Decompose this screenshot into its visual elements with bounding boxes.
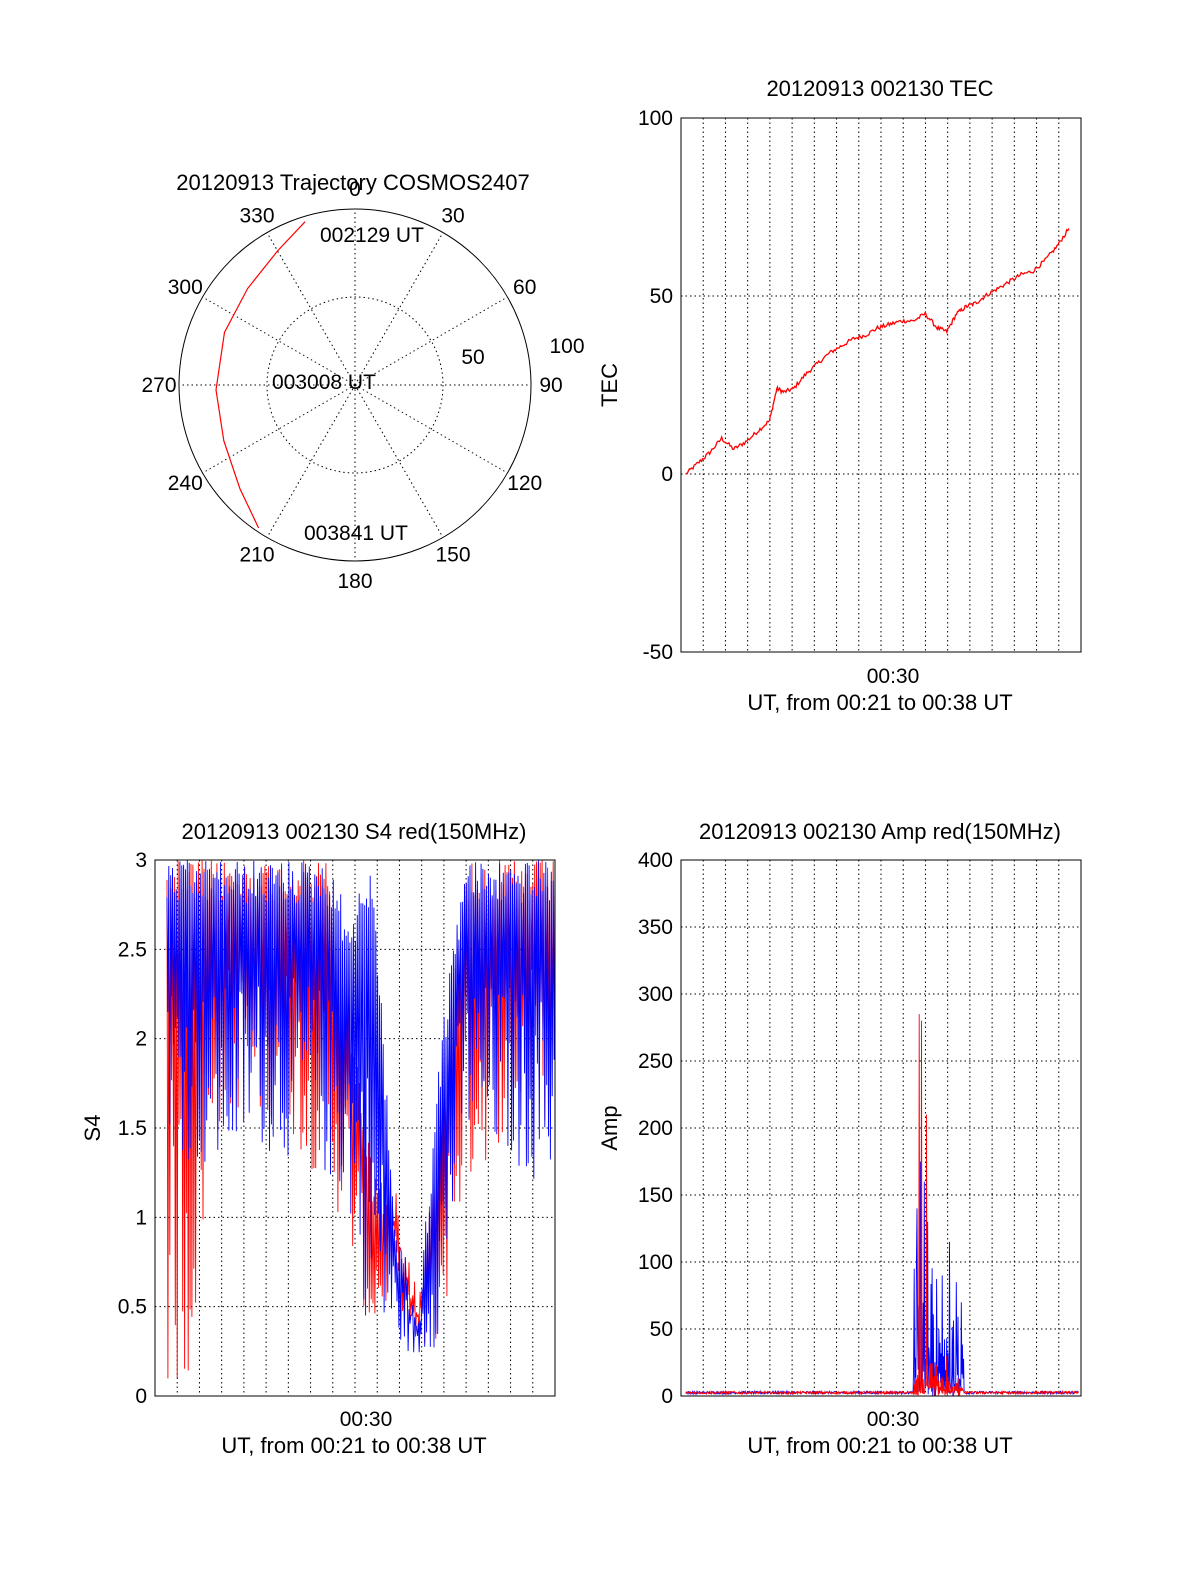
- tec-series-line: [685, 228, 1070, 475]
- polar-angle-label: 270: [141, 374, 176, 397]
- annotation-start-time: 002129 UT: [320, 224, 424, 247]
- annotation-end-time: 003841 UT: [304, 522, 408, 545]
- y-tick-label: 0: [135, 1385, 147, 1408]
- s4-y-axis-label: S4: [80, 1115, 105, 1142]
- s4-frame: [154, 859, 556, 1397]
- polar-angle-label: 30: [441, 204, 464, 227]
- amp-series-red: [685, 1014, 1079, 1396]
- polar-spoke: [354, 296, 508, 386]
- tec-title: 20120913 002130 TEC: [766, 76, 993, 101]
- y-tick-label: 0: [661, 1385, 673, 1408]
- polar-angle-label: 180: [337, 570, 372, 593]
- polar-angle-label: 150: [435, 544, 470, 567]
- y-tick-label: 50: [650, 1318, 673, 1341]
- polar-angle-label: 60: [513, 276, 536, 299]
- s4-y-tick-labels: 3 2.5 2 1.5 1 0.5 0: [118, 849, 147, 1408]
- y-tick-label: 400: [638, 849, 673, 872]
- polar-angle-label: 0: [349, 178, 361, 201]
- polar-angle-label: 240: [168, 472, 203, 495]
- s4-plot: 20120913 002130 S4 red(150MHz) 3 2.5 2 1.5 1…: [80, 819, 556, 1458]
- amp-y-axis-label: Amp: [597, 1105, 622, 1150]
- polar-angle-labels: 0 30 60 90 120 150 180 210 240 270 300 330: [141, 178, 562, 593]
- amp-x-axis-label: UT, from 00:21 to 00:38 UT: [747, 1433, 1012, 1458]
- amp-plot: 20120913 002130 Amp red(150MHz) 400 350 30…: [597, 819, 1082, 1458]
- polar-spoke: [266, 384, 356, 538]
- tec-plot: 20120913 002130 TEC 100 50 0 -50 00:30 UT, …: [597, 76, 1082, 715]
- s4-x-tick-label: 00:30: [340, 1408, 393, 1431]
- y-tick-label: 1: [135, 1206, 147, 1229]
- y-tick-label: 0: [661, 463, 673, 486]
- y-tick-label: -50: [643, 641, 673, 664]
- radial-label-50: 50: [461, 346, 484, 369]
- polar-angle-label: 120: [507, 472, 542, 495]
- s4-series-lines: [166, 859, 556, 1379]
- y-tick-label: 150: [638, 1184, 673, 1207]
- tec-grid: [681, 118, 1081, 652]
- polar-angle-label: 90: [539, 374, 562, 397]
- amp-series-lines: [685, 1014, 1079, 1396]
- s4-series-blue: [166, 859, 556, 1353]
- tec-frame: [680, 117, 1082, 653]
- y-tick-label: 3: [135, 849, 147, 872]
- y-tick-label: 100: [638, 107, 673, 130]
- y-tick-label: 1.5: [118, 1117, 147, 1140]
- amp-grid: [681, 860, 1081, 1396]
- tec-x-axis-label: UT, from 00:21 to 00:38 UT: [747, 690, 1012, 715]
- polar-angle-label: 210: [239, 544, 274, 567]
- trajectory-polar-plot: 20120913 Trajectory COSMOS2407 0 30 60 90 12…: [141, 170, 584, 593]
- amp-title: 20120913 002130 Amp red(150MHz): [699, 819, 1061, 844]
- tec-y-axis-label: TEC: [597, 363, 622, 407]
- annotation-mid-time: 003008 UT: [272, 371, 376, 394]
- trajectory-track: [215, 221, 306, 529]
- polar-angle-label: 330: [239, 204, 274, 227]
- y-tick-label: 200: [638, 1117, 673, 1140]
- y-tick-label: 250: [638, 1050, 673, 1073]
- polar-spoke: [354, 384, 444, 538]
- y-tick-label: 350: [638, 916, 673, 939]
- s4-x-axis-label: UT, from 00:21 to 00:38 UT: [221, 1433, 486, 1458]
- tec-x-tick-label: 00:30: [867, 665, 920, 688]
- polar-angle-label: 300: [168, 276, 203, 299]
- amp-frame: [680, 859, 1082, 1397]
- amp-series-blue: [685, 1161, 1079, 1396]
- trajectory-title: 20120913 Trajectory COSMOS2407: [176, 170, 529, 195]
- tec-y-tick-labels: 100 50 0 -50: [638, 107, 673, 664]
- y-tick-label: 100: [638, 1251, 673, 1274]
- polar-spoke: [266, 232, 356, 386]
- y-tick-label: 0.5: [118, 1296, 147, 1319]
- polar-inner-circle: [266, 296, 444, 474]
- radial-label-100: 100: [549, 335, 584, 358]
- y-tick-label: 300: [638, 983, 673, 1006]
- s4-title: 20120913 002130 S4 red(150MHz): [182, 819, 527, 844]
- y-tick-label: 2: [135, 1028, 147, 1051]
- y-tick-label: 2.5: [118, 938, 147, 961]
- y-tick-label: 50: [650, 285, 673, 308]
- amp-x-tick-label: 00:30: [867, 1408, 920, 1431]
- amp-y-tick-labels: 400 350 300 250 200 150 100 50 0: [638, 849, 673, 1408]
